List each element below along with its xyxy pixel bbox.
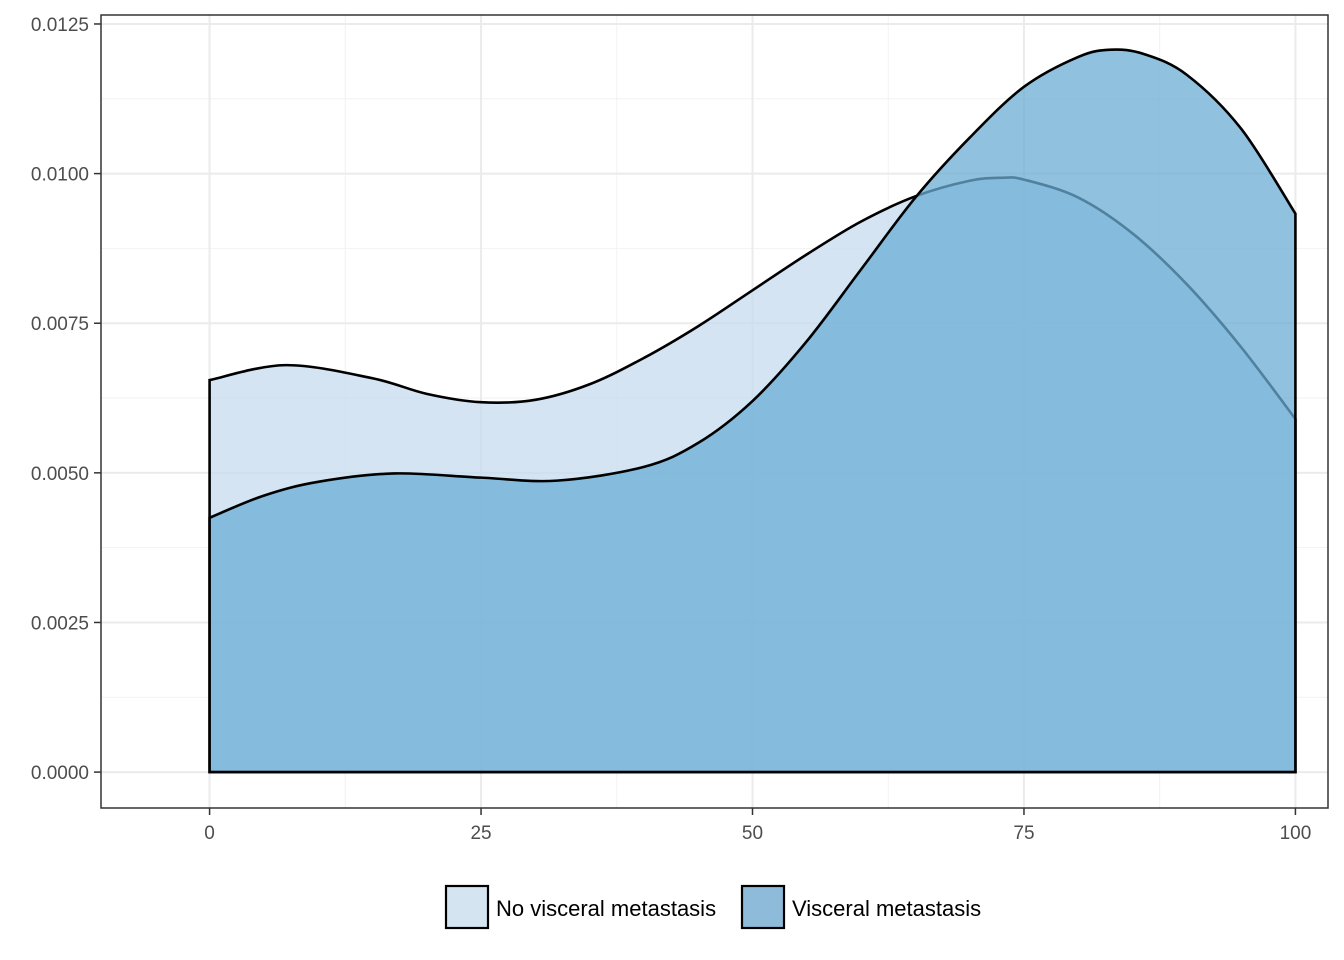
y-tick-label: 0.0075 <box>31 314 89 335</box>
x-tick-label: 25 <box>470 823 491 844</box>
x-tick-label: 100 <box>1280 823 1312 844</box>
x-tick-label: 0 <box>204 823 215 844</box>
legend-key-no-visceral-metastasis <box>444 884 490 930</box>
series-layer <box>208 48 1297 774</box>
legend: No visceral metastasis Visceral metastas… <box>444 884 981 930</box>
panel-border <box>100 14 1329 809</box>
legend-key-visceral-metastasis <box>740 884 786 930</box>
y-tick-label: 0.0000 <box>31 763 89 784</box>
area-visceral-metastasis <box>209 49 1296 773</box>
x-axis: 0 25 50 75 100 <box>204 808 1311 844</box>
legend-label-no-visceral-metastasis: No visceral metastasis <box>496 896 716 921</box>
y-tick-label: 0.0050 <box>31 464 89 485</box>
y-tick-label: 0.0100 <box>31 165 89 186</box>
y-tick-label: 0.0125 <box>31 15 89 36</box>
y-axis: 0.0000 0.0025 0.0050 0.0075 0.0100 0.0125 <box>31 15 101 784</box>
curve-visceral-metastasis <box>208 48 1297 774</box>
y-tick-label: 0.0025 <box>31 613 89 634</box>
x-tick-label: 50 <box>742 823 763 844</box>
x-tick-label: 75 <box>1013 823 1034 844</box>
legend-label-visceral-metastasis: Visceral metastasis <box>792 896 981 921</box>
